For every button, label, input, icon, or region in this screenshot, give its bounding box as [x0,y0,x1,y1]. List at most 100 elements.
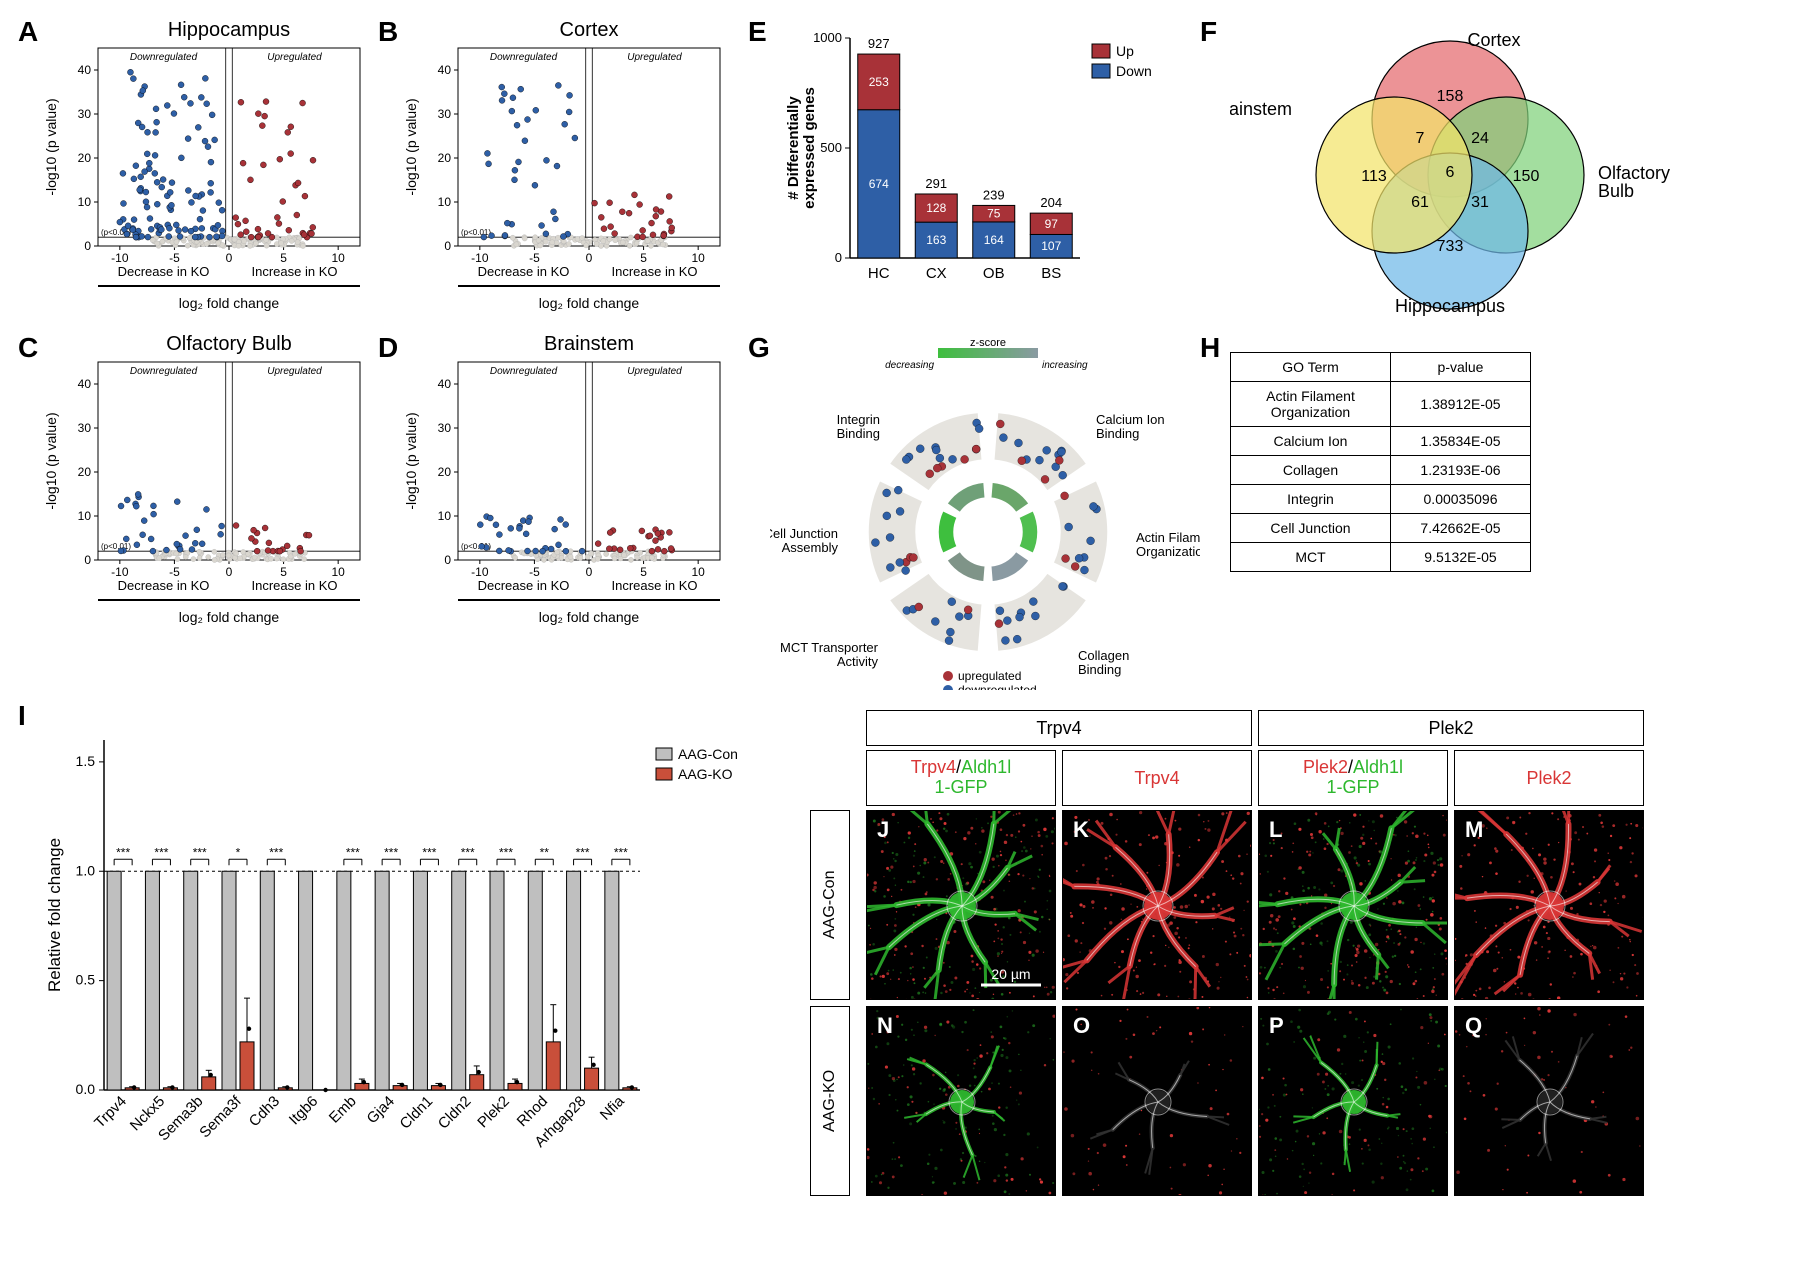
svg-text:log₂ fold change: log₂ fold change [539,609,640,625]
svg-text:Down: Down [1116,63,1152,79]
svg-text:113: 113 [1361,168,1387,185]
micro-cell: L [1258,810,1448,1000]
svg-text:Upregulated: Upregulated [627,52,682,63]
svg-text:31: 31 [1471,194,1489,211]
svg-text:Collagen: Collagen [1078,648,1129,663]
svg-text:Trpv4: Trpv4 [91,1093,130,1132]
svg-text:163: 163 [926,233,946,247]
svg-text:-5: -5 [529,251,540,265]
svg-text:log₂ fold change: log₂ fold change [539,295,640,311]
svg-text:O: O [1073,1013,1090,1038]
svg-text:10: 10 [331,565,345,579]
svg-text:Brainstem: Brainstem [1230,99,1292,119]
micro-sub-header: Trpv4 [1062,750,1252,806]
svg-text:253: 253 [869,75,889,89]
svg-text:150: 150 [1513,168,1540,185]
svg-text:-log10 (p value): -log10 (p value) [403,412,419,509]
svg-text:10: 10 [691,565,705,579]
svg-text:40: 40 [78,377,92,391]
svg-text:CX: CX [926,265,947,282]
svg-text:24: 24 [1471,130,1489,147]
svg-text:AAG-KO: AAG-KO [678,766,733,782]
svg-text:Upregulated: Upregulated [267,366,322,377]
svg-text:Cell-Cell Junction: Cell-Cell Junction [770,526,838,541]
panel-label-D: D [378,332,398,364]
svg-text:J: J [877,817,889,842]
svg-text:-log10 (p value): -log10 (p value) [43,98,59,195]
svg-text:Cdh3: Cdh3 [246,1093,283,1130]
svg-text:Up: Up [1116,43,1134,59]
svg-text:Upregulated: Upregulated [267,52,322,63]
micro-sub-header: Plek2 [1454,750,1644,806]
svg-text:***: *** [116,845,130,859]
panel-label-A: A [18,16,38,48]
panel-label-E: E [748,16,767,48]
volcano-cortex: Cortex010203040-10-50510(p<0.01)Downregu… [400,18,730,318]
svg-text:6: 6 [1446,164,1455,181]
qpcr-bar-chart: 0.00.51.01.5Relative fold change***Trpv4… [40,720,780,1260]
micro-cell: J20 µm [866,810,1056,1000]
svg-text:L: L [1269,817,1282,842]
svg-text:Increase in KO: Increase in KO [612,578,698,593]
volcano-olfactory: Olfactory Bulb010203040-10-50510(p<0.01)… [40,332,370,632]
svg-text:128: 128 [926,201,946,215]
volcano-brainstem: Brainstem010203040-10-50510(p<0.01)Downr… [400,332,730,632]
svg-text:Olfactory Bulb: Olfactory Bulb [166,333,292,355]
svg-text:10: 10 [78,509,92,523]
svg-text:Activity: Activity [837,654,879,669]
svg-text:# Differentially: # Differentially [785,96,802,200]
svg-text:1.0: 1.0 [76,862,96,878]
svg-text:0: 0 [586,565,593,579]
svg-text:10: 10 [438,195,452,209]
micro-row-label: AAG-KO [810,1006,850,1196]
svg-text:927: 927 [868,36,890,51]
svg-text:0: 0 [84,553,91,567]
svg-text:***: *** [193,845,207,859]
svg-text:P: P [1269,1013,1284,1038]
svg-text:***: *** [384,845,398,859]
svg-text:20: 20 [438,465,452,479]
svg-text:30: 30 [438,107,452,121]
svg-text:30: 30 [78,421,92,435]
micro-cell: M [1454,810,1644,1000]
svg-text:40: 40 [78,63,92,77]
svg-text:Cortex: Cortex [560,19,619,41]
svg-text:0.5: 0.5 [76,972,96,988]
svg-text:500: 500 [820,140,842,155]
svg-text:61: 61 [1411,194,1429,211]
svg-text:Binding: Binding [837,426,880,441]
svg-text:BS: BS [1041,265,1061,282]
svg-text:Brainstem: Brainstem [544,333,634,355]
panel-label-I: I [18,700,26,732]
svg-text:0: 0 [835,250,842,265]
svg-text:***: *** [346,845,360,859]
svg-text:log₂ fold change: log₂ fold change [179,609,280,625]
svg-text:0: 0 [444,553,451,567]
svg-text:log₂ fold change: log₂ fold change [179,295,280,311]
svg-text:Increase in KO: Increase in KO [252,264,338,279]
svg-text:Q: Q [1465,1013,1482,1038]
panel-label-B: B [378,16,398,48]
svg-text:5: 5 [640,565,647,579]
svg-text:5: 5 [280,565,287,579]
svg-text:20: 20 [78,151,92,165]
svg-text:291: 291 [925,176,947,191]
svg-text:Increase in KO: Increase in KO [252,578,338,593]
svg-text:0: 0 [444,239,451,253]
svg-text:0: 0 [84,239,91,253]
svg-text:204: 204 [1040,195,1062,210]
svg-text:1.5: 1.5 [76,753,96,769]
svg-text:5: 5 [280,251,287,265]
micro-cell: N [866,1006,1056,1196]
svg-text:164: 164 [984,233,1004,247]
svg-text:Decrease in KO: Decrease in KO [478,578,570,593]
venn-diagram: CortexOlfactoryBulbHippocampusBrainstem1… [1230,20,1710,320]
svg-text:Hippocampus: Hippocampus [168,19,290,41]
svg-text:0: 0 [226,565,233,579]
svg-text:***: *** [422,845,436,859]
svg-text:***: *** [461,845,475,859]
svg-text:-10: -10 [471,565,489,579]
svg-text:downregulated: downregulated [958,683,1037,690]
micro-cell: Q [1454,1006,1644,1196]
svg-text:Downregulated: Downregulated [490,52,558,63]
